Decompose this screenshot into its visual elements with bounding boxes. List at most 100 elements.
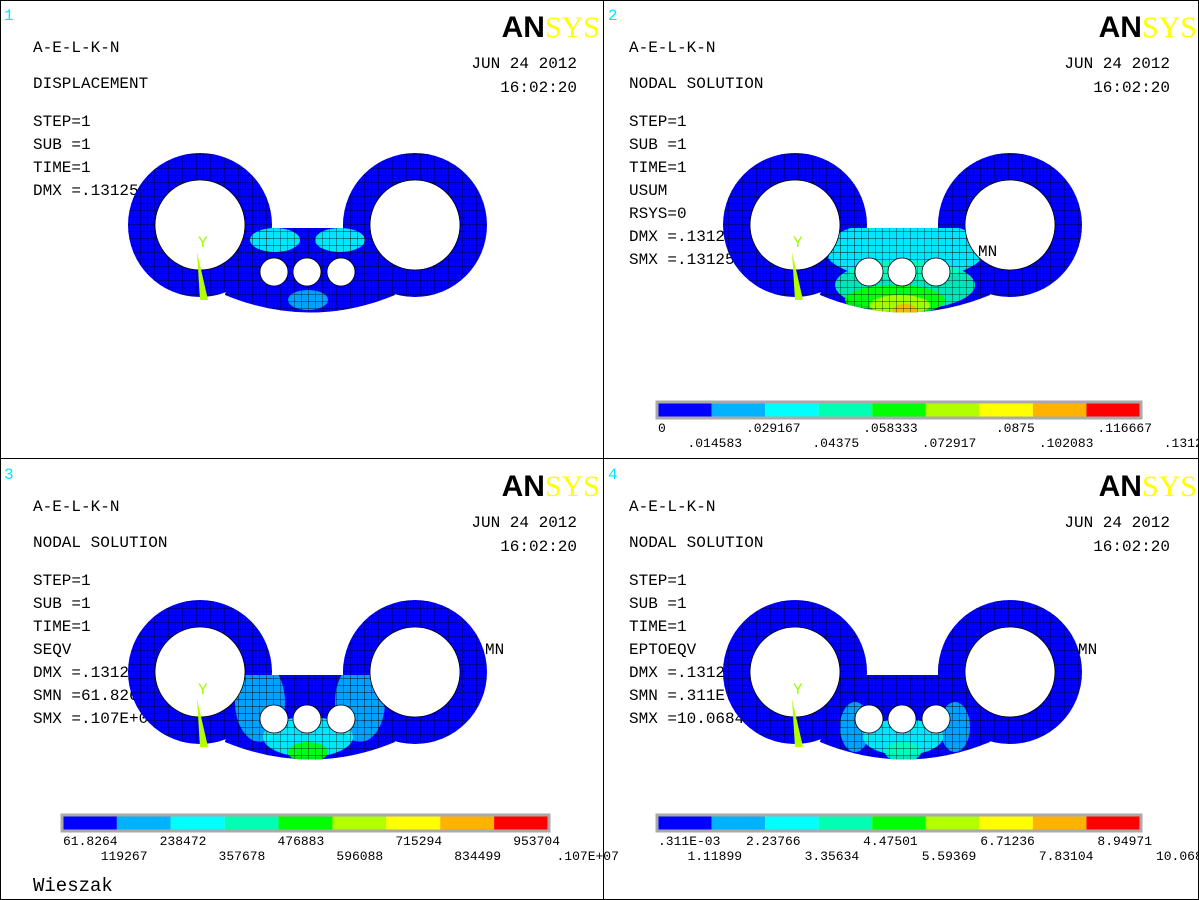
hole	[888, 705, 916, 733]
result-type: NODAL SOLUTION	[33, 534, 167, 552]
logo-an: AN	[1099, 11, 1142, 44]
hole	[260, 705, 288, 733]
info-line: DMX =.13125	[629, 664, 735, 682]
hole	[922, 705, 950, 733]
result-type: NODAL SOLUTION	[629, 75, 763, 93]
hole	[965, 627, 1055, 717]
hole	[922, 258, 950, 286]
legend-label: 476883	[277, 834, 324, 849]
logo-sys: SYS	[545, 11, 600, 44]
result-type: DISPLACEMENT	[33, 75, 148, 93]
legend-label: 715294	[395, 834, 442, 849]
legend-swatch	[386, 816, 440, 830]
date: JUN 24 2012	[1064, 514, 1170, 532]
info-line: SUB =1	[33, 595, 91, 613]
legend-label: .116667	[1097, 421, 1152, 436]
legend-label: 3.35634	[805, 849, 860, 864]
ansys-window: 1ANSYSA-E-L-K-NDISPLACEMENTJUN 24 201216…	[0, 0, 1199, 900]
logo-an: AN	[1099, 470, 1142, 503]
min-marker: MN	[1078, 641, 1097, 659]
legend-swatch	[819, 403, 873, 417]
info-line: SUB =1	[629, 595, 687, 613]
time: 16:02:20	[500, 538, 577, 556]
info-line: TIME=1	[629, 618, 687, 636]
legend-label: 834499	[454, 849, 501, 864]
date: JUN 24 2012	[1064, 55, 1170, 73]
frame	[1, 1, 1199, 900]
info-line: SMX =.13125	[629, 251, 735, 269]
info-line: SUB =1	[629, 136, 687, 154]
hole	[855, 705, 883, 733]
date: JUN 24 2012	[471, 514, 577, 532]
legend-label: 357678	[219, 849, 266, 864]
info-line: STEP=1	[33, 572, 91, 590]
time: 16:02:20	[1093, 538, 1170, 556]
legend-swatch	[712, 816, 766, 830]
info-line: SMX =10.0684	[629, 710, 744, 728]
hole	[855, 258, 883, 286]
hole	[155, 180, 245, 270]
legend-swatch	[712, 403, 766, 417]
legend-label: .058333	[863, 421, 918, 436]
hole	[327, 705, 355, 733]
legend-label: .0875	[996, 421, 1035, 436]
info-line: TIME=1	[33, 159, 91, 177]
info-line: DMX =.13125	[629, 228, 735, 246]
info-line: TIME=1	[33, 618, 91, 636]
info-line: SUB =1	[33, 136, 91, 154]
window-number: 3	[4, 466, 14, 484]
info-line: SMX =.107E+07	[33, 710, 158, 728]
min-marker: MN	[485, 641, 504, 659]
ansys-logo: ANSYS	[1099, 11, 1197, 44]
legend-label: 0	[658, 421, 666, 436]
legend-label: 8.94971	[1097, 834, 1152, 849]
legend-label: .311E-03	[658, 834, 720, 849]
legend-label: 119267	[101, 849, 148, 864]
min-marker: MN	[978, 243, 997, 261]
model-title: A-E-L-K-N	[33, 39, 119, 57]
legend-swatch	[658, 816, 712, 830]
legend-label: 61.8264	[63, 834, 118, 849]
model-title: A-E-L-K-N	[33, 498, 119, 516]
window-number: 4	[608, 466, 618, 484]
hole	[750, 180, 840, 270]
legend-swatch	[926, 816, 980, 830]
info-line: STEP=1	[629, 113, 687, 131]
hole	[293, 705, 321, 733]
legend-label: 2.23766	[746, 834, 801, 849]
model-title: A-E-L-K-N	[629, 498, 715, 516]
model-title: A-E-L-K-N	[629, 39, 715, 57]
window-number: 2	[608, 7, 618, 25]
legend-swatch	[279, 816, 333, 830]
time: 16:02:20	[500, 79, 577, 97]
footer-title: Wieszak	[33, 875, 113, 897]
legend-swatch	[979, 403, 1033, 417]
info-line: STEP=1	[33, 113, 91, 131]
logo-an: AN	[502, 470, 545, 503]
info-line: STEP=1	[629, 572, 687, 590]
logo-an: AN	[502, 11, 545, 44]
legend-swatch	[225, 816, 279, 830]
legend-swatch	[819, 816, 873, 830]
legend-label: 7.83104	[1039, 849, 1094, 864]
legend-swatch	[926, 403, 980, 417]
window-number: 1	[4, 7, 14, 25]
legend-label: .13125	[1164, 436, 1199, 451]
legend-label: 238472	[160, 834, 207, 849]
legend-label: 5.59369	[922, 849, 977, 864]
logo-sys: SYS	[1142, 11, 1197, 44]
legend-label: .107E+07	[557, 849, 619, 864]
info-line: DMX =.13125	[33, 182, 139, 200]
legend-swatch	[171, 816, 225, 830]
legend-swatch	[1086, 403, 1140, 417]
triad-label: Y	[198, 681, 208, 699]
hole	[370, 180, 460, 270]
legend-label: .04375	[812, 436, 859, 451]
legend-swatch	[117, 816, 171, 830]
triad-label: Y	[793, 234, 803, 252]
legend-swatch	[765, 403, 819, 417]
ansys-logo: ANSYS	[1099, 470, 1197, 503]
legend-label: .014583	[687, 436, 742, 451]
hole	[155, 627, 245, 717]
legend-label: .029167	[746, 421, 801, 436]
